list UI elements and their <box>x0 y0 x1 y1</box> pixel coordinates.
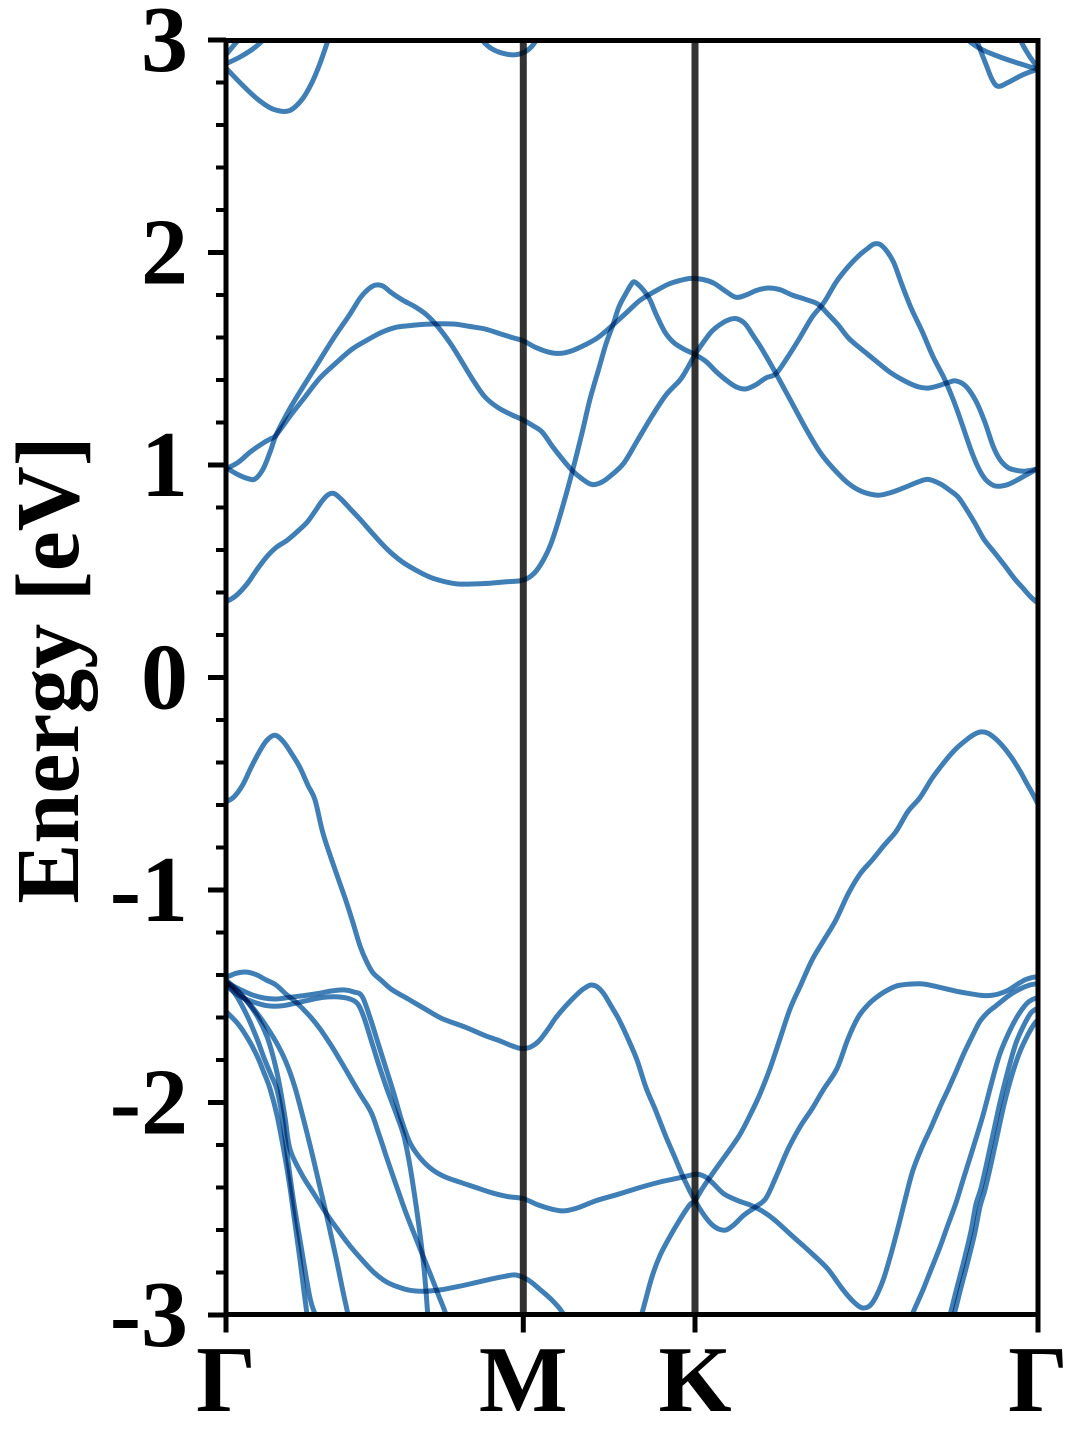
svg-text:1: 1 <box>141 413 188 517</box>
svg-text:Γ: Γ <box>1008 1328 1068 1432</box>
svg-text:2: 2 <box>141 201 188 305</box>
svg-text:-3: -3 <box>110 1263 188 1367</box>
svg-text:Energy [eV]: Energy [eV] <box>0 436 98 903</box>
svg-text:3: 3 <box>141 0 188 92</box>
svg-text:0: 0 <box>141 626 188 730</box>
svg-text:M: M <box>479 1328 568 1432</box>
svg-text:K: K <box>658 1328 731 1432</box>
svg-text:-1: -1 <box>110 838 188 942</box>
svg-text:Γ: Γ <box>196 1328 256 1432</box>
svg-text:-2: -2 <box>110 1051 188 1155</box>
